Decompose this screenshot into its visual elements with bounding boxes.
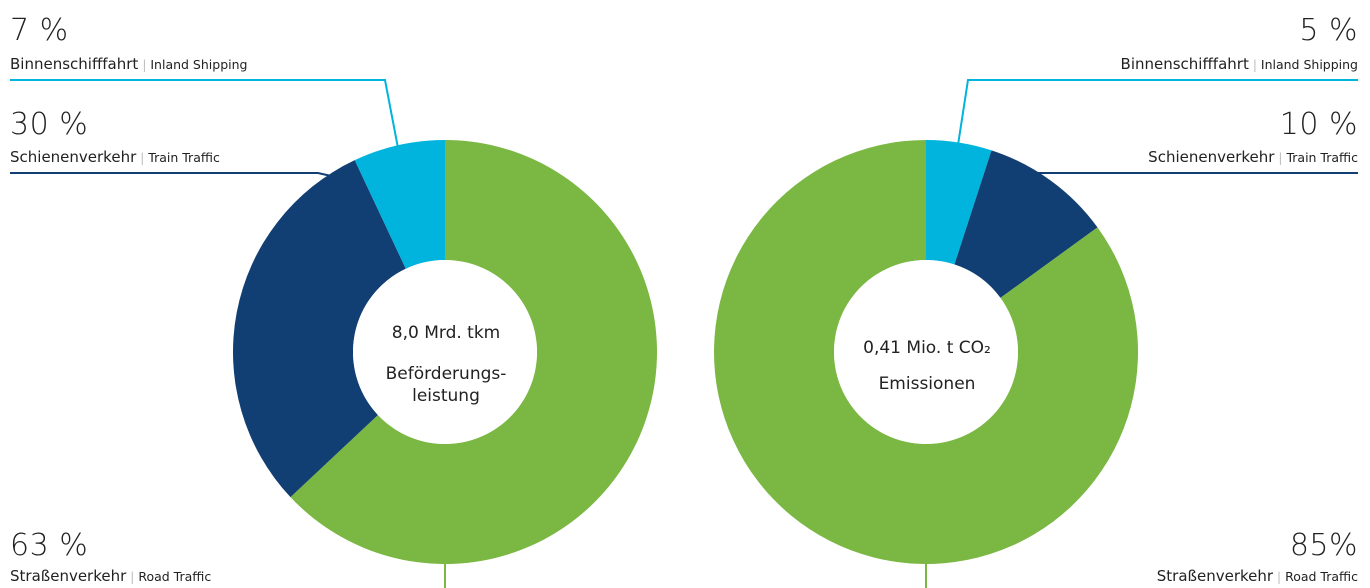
pct-label-inland-right: 5 %	[1299, 13, 1358, 48]
center-value-right: 0,41 Mio. t CO₂	[863, 338, 991, 358]
legend-train-left: Schienenverkehr | Train Traffic	[10, 150, 220, 165]
donut-hole-left	[353, 260, 537, 444]
slice-train-left	[233, 160, 406, 498]
slice-inland-left	[354, 140, 445, 269]
legend-road-right: Straßenverkehr | Road Traffic	[1157, 569, 1358, 584]
separator: |	[1252, 58, 1257, 72]
slice-road-right	[714, 140, 1138, 564]
label-en-train-right: Train Traffic	[1286, 150, 1358, 165]
pct-label-inland-left: 7 %	[10, 13, 69, 48]
callout-line-train-left	[10, 172, 341, 179]
separator: |	[140, 151, 145, 165]
donut-hole-right	[834, 260, 1018, 444]
legend-road-left: Straßenverkehr | Road Traffic	[10, 569, 211, 584]
separator: |	[1277, 570, 1282, 584]
separator: |	[1278, 151, 1283, 165]
legend-inland-right: Binnenschifffahrt | Inland Shipping	[1121, 57, 1358, 72]
slice-train-right	[954, 150, 1098, 298]
pct-label-train-left: 30 %	[10, 107, 89, 142]
center-value-left: 8,0 Mrd. tkm	[391, 323, 501, 343]
separator: |	[130, 570, 135, 584]
pct-label-train-right: 10 %	[1279, 107, 1358, 142]
center-label-left: Beförderungs- leistung	[385, 364, 507, 406]
separator: |	[142, 58, 147, 72]
donut-chart-emissions	[714, 140, 1138, 564]
pct-label-road-right: 85%	[1289, 528, 1358, 563]
slice-road-left	[290, 140, 658, 564]
center-label-right: Emissionen	[878, 374, 976, 394]
pct-label-road-left: 63 %	[10, 528, 89, 563]
callout-line-inland-right	[957, 79, 1358, 146]
label-de-inland-left: Binnenschifffahrt	[10, 55, 139, 73]
label-en-inland-left: Inland Shipping	[150, 57, 248, 72]
label-en-road-left: Road Traffic	[138, 569, 212, 584]
callout-line-train-right	[1017, 172, 1358, 183]
label-de-inland-right: Binnenschifffahrt	[1120, 55, 1249, 73]
label-de-train-left: Schienenverkehr	[10, 148, 137, 166]
label-de-road-left: Straßenverkehr	[10, 567, 127, 585]
slice-inland-right	[926, 140, 992, 265]
label-en-road-right: Road Traffic	[1285, 569, 1358, 584]
label-en-train-left: Train Traffic	[148, 150, 220, 165]
label-en-inland-right: Inland Shipping	[1260, 57, 1358, 72]
legend-train-right: Schienenverkehr | Train Traffic	[1148, 150, 1358, 165]
label-de-road-right: Straßenverkehr	[1156, 567, 1274, 585]
label-de-train-right: Schienenverkehr	[1148, 148, 1275, 166]
donut-chart-transport-performance	[233, 140, 658, 564]
callout-line-inland-left	[10, 79, 399, 149]
legend-inland-left: Binnenschifffahrt | Inland Shipping	[10, 57, 247, 72]
